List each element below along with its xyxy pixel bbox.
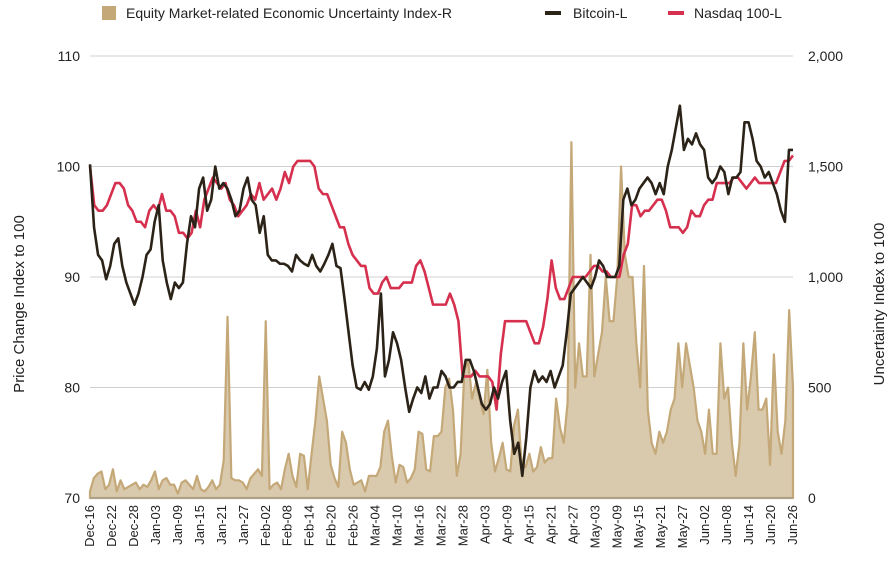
y-left-tick-label: 90 (64, 269, 80, 285)
x-tick-label: Jan-15 (192, 505, 207, 545)
x-tick-label: Dec-22 (104, 505, 119, 547)
x-tick-label: Apr-21 (543, 505, 558, 544)
legend-label-bitcoin: Bitcoin-L (573, 5, 628, 21)
y-axis-right-label: Uncertainty Index to 100 (871, 223, 888, 386)
y-axis-right-ticks: 0 500 1,000 1,500 2,000 (808, 48, 843, 506)
legend-label-uncertainty: Equity Market-related Economic Uncertain… (126, 5, 452, 21)
x-tick-label: Mar-16 (412, 505, 427, 546)
x-tick-label: Jan-09 (170, 505, 185, 545)
y-left-tick-label: 80 (64, 380, 80, 396)
x-axis-ticks: Dec-16 Dec-22 Dec-28 Jan-03 Jan-09 Jan-15 Jan-… (82, 505, 800, 548)
legend-swatch-uncertainty (102, 6, 116, 20)
x-tick-label: Jan-03 (148, 505, 163, 545)
x-tick-label: Jun-26 (785, 505, 800, 545)
y-left-tick-label: 110 (58, 48, 81, 64)
x-tick-label: May-21 (653, 505, 668, 548)
legend-label-nasdaq: Nasdaq 100-L (694, 5, 782, 21)
x-tick-label: Jun-14 (741, 505, 756, 545)
x-tick-label: Jun-02 (697, 505, 712, 545)
x-tick-label: Dec-28 (126, 505, 141, 547)
x-tick-label: May-15 (631, 505, 646, 548)
x-tick-label: May-27 (675, 505, 690, 548)
x-tick-label: Feb-26 (346, 505, 361, 546)
x-tick-label: Mar-28 (455, 505, 470, 546)
legend-swatch-nasdaq (668, 11, 684, 15)
legend: Equity Market-related Economic Uncertain… (102, 5, 782, 21)
x-tick-label: Mar-10 (390, 505, 405, 546)
x-tick-label: May-03 (587, 505, 602, 548)
x-tick-label: Jun-20 (763, 505, 778, 545)
x-tick-label: Apr-27 (565, 505, 580, 544)
x-tick-label: Feb-02 (258, 505, 273, 546)
x-tick-label: Feb-08 (280, 505, 295, 546)
x-tick-label: Jun-08 (719, 505, 734, 545)
y-left-tick-label: 70 (64, 490, 80, 506)
y-right-tick-label: 500 (808, 380, 832, 396)
x-tick-label: Feb-14 (302, 505, 317, 546)
x-tick-label: Dec-16 (82, 505, 97, 547)
y-right-tick-label: 0 (808, 490, 816, 506)
nasdaq-line (88, 154, 795, 411)
y-axis-left-ticks: 70 80 90 100 110 (57, 48, 81, 506)
y-right-tick-label: 2,000 (808, 48, 843, 64)
x-tick-label: Mar-22 (434, 505, 449, 546)
x-tick-label: Jan-27 (236, 505, 251, 545)
x-tick-label: Apr-09 (499, 505, 514, 544)
y-right-tick-label: 1,500 (808, 159, 843, 175)
x-tick-label: Mar-04 (368, 505, 383, 546)
x-tick-label: Feb-20 (324, 505, 339, 546)
legend-swatch-bitcoin (545, 11, 561, 15)
x-tick-label: Jan-21 (214, 505, 229, 545)
y-left-tick-label: 100 (57, 159, 81, 175)
x-tick-label: May-09 (609, 505, 624, 548)
x-tick-label: Apr-15 (521, 505, 536, 544)
x-tick-label: Apr-03 (477, 505, 492, 544)
y-right-tick-label: 1,000 (808, 269, 843, 285)
y-axis-left-label: Price Change Index to 100 (11, 215, 28, 393)
bitcoin-line (88, 104, 793, 478)
uncertainty-area (88, 141, 795, 500)
